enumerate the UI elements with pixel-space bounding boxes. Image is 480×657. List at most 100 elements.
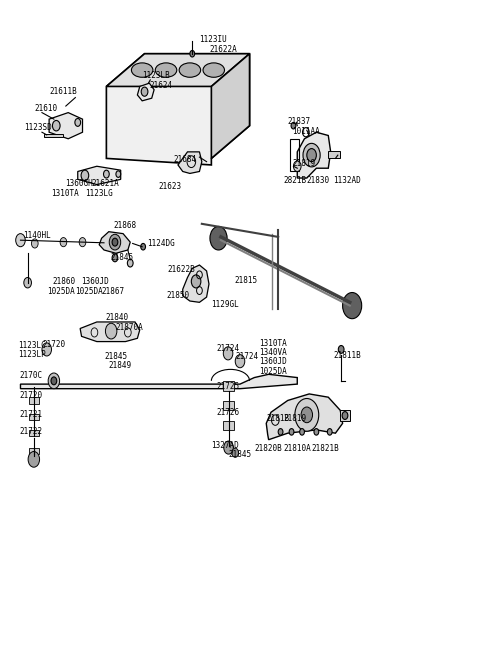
Circle shape bbox=[52, 120, 60, 131]
Circle shape bbox=[327, 428, 332, 435]
Ellipse shape bbox=[179, 63, 201, 78]
Circle shape bbox=[314, 428, 319, 435]
Bar bbox=[29, 447, 38, 454]
Text: 21720: 21720 bbox=[20, 392, 43, 401]
Circle shape bbox=[224, 441, 233, 454]
Circle shape bbox=[24, 277, 32, 288]
Text: 1140HL: 1140HL bbox=[23, 231, 50, 240]
Ellipse shape bbox=[156, 63, 177, 78]
Polygon shape bbox=[99, 232, 130, 253]
Text: 21722: 21722 bbox=[20, 428, 43, 436]
Text: 21724: 21724 bbox=[216, 344, 239, 353]
Text: 21721: 21721 bbox=[20, 410, 43, 419]
Polygon shape bbox=[107, 54, 250, 87]
Text: 21623: 21623 bbox=[159, 182, 182, 191]
Circle shape bbox=[190, 51, 195, 57]
Circle shape bbox=[342, 411, 348, 419]
Text: 2181B: 2181B bbox=[266, 415, 289, 423]
Text: 21725: 21725 bbox=[216, 382, 239, 391]
Polygon shape bbox=[211, 54, 250, 158]
Text: 1360GH: 1360GH bbox=[65, 179, 93, 188]
Text: 1123LB: 1123LB bbox=[142, 71, 170, 80]
Circle shape bbox=[75, 118, 81, 126]
Text: 21837: 21837 bbox=[288, 117, 311, 125]
Circle shape bbox=[338, 346, 344, 353]
Polygon shape bbox=[49, 112, 83, 139]
Polygon shape bbox=[137, 83, 154, 101]
Polygon shape bbox=[80, 322, 140, 342]
Circle shape bbox=[307, 148, 316, 162]
Bar bbox=[290, 139, 299, 171]
Circle shape bbox=[127, 259, 133, 267]
Bar bbox=[223, 401, 234, 410]
Text: 1123IU: 1123IU bbox=[199, 35, 227, 44]
Polygon shape bbox=[21, 374, 297, 389]
Text: 21726: 21726 bbox=[216, 408, 239, 417]
Text: 21724: 21724 bbox=[235, 352, 258, 361]
Text: 1123SD: 1123SD bbox=[24, 124, 52, 132]
Text: 21611B: 21611B bbox=[49, 87, 77, 97]
Text: 1025DA: 1025DA bbox=[259, 367, 287, 376]
Text: 21622B: 21622B bbox=[168, 265, 195, 274]
Text: 1124DG: 1124DG bbox=[147, 239, 175, 248]
Circle shape bbox=[192, 275, 201, 288]
Text: 21845: 21845 bbox=[228, 450, 251, 459]
Bar bbox=[340, 409, 350, 421]
Text: 2170C: 2170C bbox=[20, 371, 43, 380]
Text: 1360JD: 1360JD bbox=[82, 277, 109, 286]
Circle shape bbox=[104, 170, 109, 178]
Circle shape bbox=[106, 323, 117, 339]
Text: 21610: 21610 bbox=[35, 104, 58, 112]
Polygon shape bbox=[44, 133, 63, 137]
Text: 21684: 21684 bbox=[173, 154, 196, 164]
Text: 1129GL: 1129GL bbox=[211, 300, 239, 309]
Text: 1310TA: 1310TA bbox=[259, 339, 287, 348]
Circle shape bbox=[235, 355, 245, 368]
Circle shape bbox=[48, 373, 60, 389]
Bar bbox=[29, 413, 38, 420]
Text: 1025DA: 1025DA bbox=[47, 287, 74, 296]
Text: 21860: 21860 bbox=[53, 277, 76, 286]
Text: 1123LG: 1123LG bbox=[85, 189, 113, 198]
Polygon shape bbox=[178, 152, 202, 173]
Circle shape bbox=[112, 254, 118, 261]
Circle shape bbox=[303, 143, 320, 167]
Text: 21849: 21849 bbox=[109, 361, 132, 371]
Circle shape bbox=[51, 377, 57, 385]
Text: 21845: 21845 bbox=[110, 253, 133, 261]
Circle shape bbox=[141, 244, 145, 250]
Text: 1011AA: 1011AA bbox=[292, 127, 320, 135]
Text: 21622A: 21622A bbox=[209, 45, 237, 54]
Text: 21830: 21830 bbox=[307, 175, 330, 185]
Text: 21720: 21720 bbox=[42, 340, 65, 350]
Bar bbox=[29, 430, 38, 436]
Ellipse shape bbox=[132, 63, 153, 78]
Circle shape bbox=[112, 238, 118, 246]
Circle shape bbox=[141, 87, 148, 97]
Text: 21810A: 21810A bbox=[283, 443, 311, 453]
Polygon shape bbox=[78, 166, 120, 185]
Circle shape bbox=[28, 451, 39, 467]
Circle shape bbox=[300, 428, 304, 435]
Circle shape bbox=[42, 343, 51, 356]
Circle shape bbox=[293, 161, 301, 171]
Text: 21621A: 21621A bbox=[91, 179, 119, 188]
Circle shape bbox=[289, 428, 294, 435]
Circle shape bbox=[210, 227, 227, 250]
Text: 21811B: 21811B bbox=[333, 351, 361, 360]
Circle shape bbox=[60, 238, 67, 247]
Text: 21868: 21868 bbox=[114, 221, 137, 231]
Circle shape bbox=[232, 448, 239, 457]
Text: 1123LP: 1123LP bbox=[18, 350, 46, 359]
Polygon shape bbox=[266, 394, 343, 440]
Circle shape bbox=[109, 235, 120, 250]
Circle shape bbox=[301, 407, 312, 422]
Text: 21840: 21840 bbox=[106, 313, 129, 322]
Ellipse shape bbox=[203, 63, 225, 78]
Circle shape bbox=[16, 234, 25, 247]
Text: 1327AD: 1327AD bbox=[211, 441, 239, 449]
Text: 21624: 21624 bbox=[149, 81, 172, 90]
Text: 21845: 21845 bbox=[104, 352, 127, 361]
Bar bbox=[29, 397, 38, 404]
Circle shape bbox=[116, 171, 120, 177]
